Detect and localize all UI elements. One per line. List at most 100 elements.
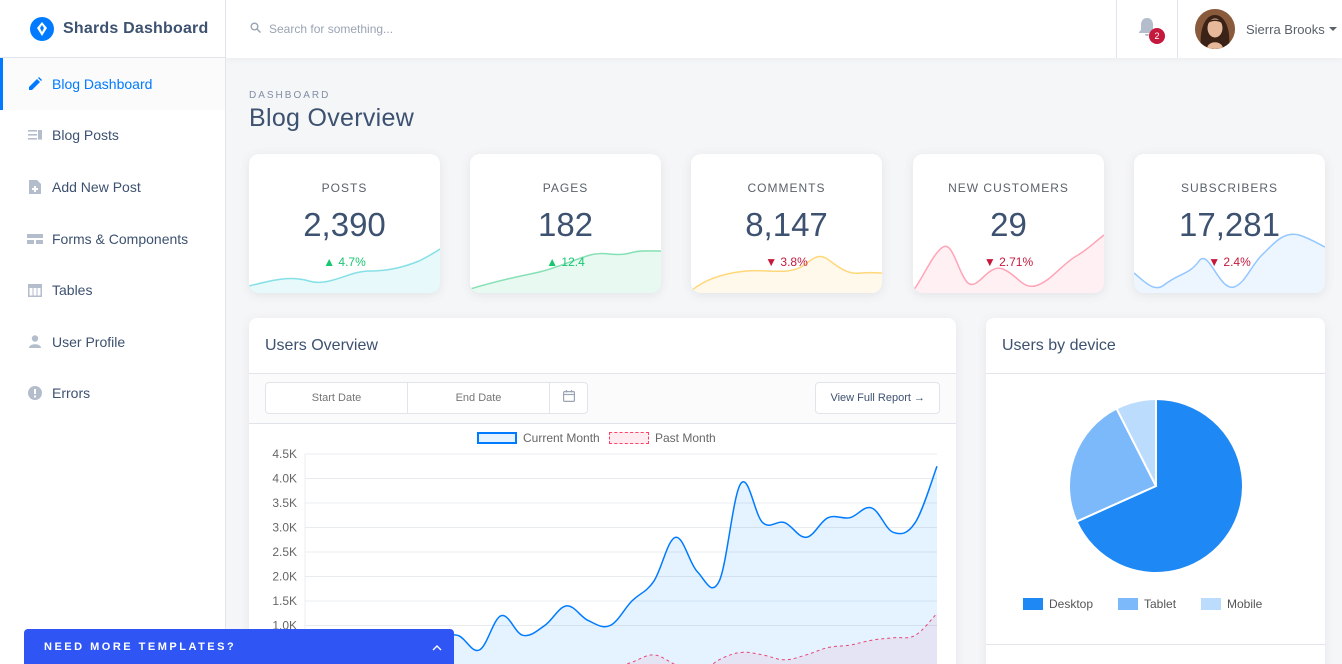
card-toolbar: View Full Report → [249,374,956,424]
shards-logo-icon [30,16,54,41]
stat-card-posts: Posts 2,390 ▲ 4.7% [249,154,440,293]
need-more-templates-banner[interactable]: NEED MORE TEMPLATES? [24,629,454,664]
calendar-button[interactable] [550,383,587,413]
user-name: Sierra Brooks [1246,21,1325,37]
legend-swatch [1201,598,1221,610]
stat-label: Pages [542,181,589,195]
sidebar-item-label: Tables [52,282,93,299]
bell-icon [1138,17,1156,42]
pie-slice-tablet[interactable] [1068,407,1158,523]
calendar-icon [562,389,575,407]
series-area [305,613,937,664]
stat-value: 17,281 [1179,206,1280,243]
legend-label: Tablet [1144,597,1177,611]
stat-change-value: 2.71% [999,255,1034,269]
stat-sparkline [249,248,440,293]
sidebar-item-label: Forms & Components [52,230,189,247]
legend-item-mobile: Mobile [1201,597,1262,611]
page-title: Blog Overview [249,104,415,132]
brand[interactable]: Shards Dashboard [0,0,225,58]
y-tick-label: 2.0K [272,570,297,584]
sidebar-item-forms-components[interactable]: Forms & Components [0,213,225,265]
notifications-button[interactable]: 2 [1116,0,1178,58]
stat-sparkline [470,250,661,293]
stat-card-new-customers: New Customers 29 ▼ 2.71% [913,154,1104,293]
sidebar-item-blog-posts[interactable]: Blog Posts [0,110,225,162]
chevron-up-icon[interactable] [432,642,442,654]
stat-value: 182 [537,206,594,243]
view-full-report-button[interactable]: View Full Report → [815,382,940,414]
sidebar-item-blog-dashboard[interactable]: Blog Dashboard [0,58,225,110]
legend-item-tablet: Tablet [1118,597,1176,611]
arrow-down-icon: ▼ [1208,255,1224,269]
arrow-down-icon: ▼ [765,255,781,269]
list-icon [27,127,43,143]
person-icon [27,334,43,350]
stat-change: ▲ 12.4 [470,255,661,269]
stat-change: ▼ 2.71% [913,255,1104,269]
series-area [305,466,937,664]
legend-item-past-month: Past Month [609,431,716,445]
y-tick-label: 3.5K [272,496,297,510]
sidebar-item-tables[interactable]: Tables [0,264,225,316]
grid-icon [27,231,43,247]
top-navbar: 2 Sierra Brooks [226,0,1342,58]
arrow-down-icon: ▼ [983,255,1000,269]
stat-card-pages: Pages 182 ▲ 12.4 [470,154,661,293]
legend-label: Mobile [1227,597,1263,611]
users-overview-card: Users Overview View Full Report → Curren… [249,318,956,664]
stat-value: 2,390 [303,206,386,243]
arrow-up-icon: ▲ [546,255,562,269]
users-by-device-chart [1068,397,1244,574]
pie-slice-mobile[interactable] [1115,397,1157,487]
pie-slice-desktop[interactable] [1075,397,1244,574]
banner-label: NEED MORE TEMPLATES? [44,640,237,653]
stat-label: Subscribers [1180,181,1279,195]
sidebar-item-add-new-post[interactable]: Add New Post [0,161,225,213]
sidebar-nav: Blog Dashboard Blog Posts Add New Post F… [0,58,225,419]
stat-label: New Customers [948,181,1069,195]
sidebar-item-user-profile[interactable]: User Profile [0,316,225,368]
error-icon [27,385,43,401]
legend-label: Current Month [523,431,600,445]
stat-sparkline [691,255,882,293]
legend-swatch [477,432,517,444]
stat-change-value: 12.4 [561,255,585,269]
end-date-input[interactable] [408,383,550,413]
legend-label: Past Month [655,431,716,445]
page-subtitle: Dashboard [249,90,331,101]
chevron-down-icon [1328,27,1337,31]
stat-change-value: 3.8% [780,255,808,269]
stat-label: Posts [321,181,368,195]
stat-change: ▲ 4.7% [249,255,440,269]
note-add-icon [27,179,43,195]
date-range [265,382,588,414]
legend-item-desktop: Desktop [1023,597,1093,611]
sidebar-item-label: User Profile [52,333,126,350]
user-menu[interactable]: Sierra Brooks [1178,0,1342,58]
card-title: Users Overview [249,318,956,374]
stat-change: ▼ 3.8% [691,255,882,269]
sidebar: Shards Dashboard Blog Dashboard Blog Pos… [0,0,226,664]
card-footer-divider [986,644,1325,645]
search-icon [250,20,262,38]
sidebar-item-label: Errors [52,385,91,402]
start-date-input[interactable] [266,383,408,413]
y-tick-label: 1.5K [272,594,297,608]
y-tick-label: 4.5K [272,447,297,461]
search-bar [226,0,1116,58]
arrow-up-icon: ▲ [323,255,339,269]
legend-item-current-month: Current Month [477,431,600,445]
stat-card-comments: Comments 8,147 ▼ 3.8% [691,154,882,293]
sidebar-item-errors[interactable]: Errors [0,368,225,420]
stat-label: Comments [747,181,826,195]
stat-change: ▼ 2.4% [1134,255,1325,269]
legend-label: Desktop [1049,597,1094,611]
stat-value: 29 [990,206,1027,243]
stat-sparkline [913,234,1104,293]
search-input[interactable] [269,22,669,36]
y-tick-label: 3.0K [272,521,297,535]
stat-card-subscribers: Subscribers 17,281 ▼ 2.4% [1134,154,1325,293]
sidebar-item-label: Blog Dashboard [52,75,153,92]
y-tick-label: 2.5K [272,545,297,559]
